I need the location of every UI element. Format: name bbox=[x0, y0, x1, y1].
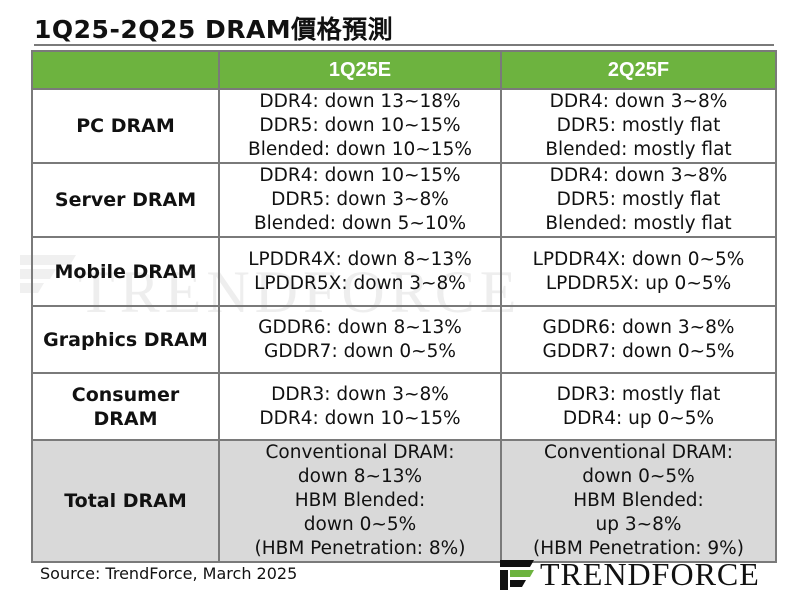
cell-2q25f: Conventional DRAM: down 0~5% HBM Blended: u… bbox=[500, 439, 777, 563]
title-divider bbox=[34, 44, 774, 46]
forecast-line: GDDR6: down 8~13% bbox=[258, 316, 462, 338]
forecast-line: down 8~13% bbox=[297, 466, 423, 487]
cell-2q25f: LPDDR4X: down 0~5% LPDDR5X: up 0~5% bbox=[500, 236, 777, 307]
forecast-line: up 3~8% bbox=[595, 514, 682, 535]
row-label: PC DRAM bbox=[31, 88, 220, 164]
row-label-line: Server DRAM bbox=[54, 189, 197, 211]
forecast-line: down 0~5% bbox=[582, 466, 695, 487]
dram-price-forecast-table: 1Q25E 2Q25F PC DRAM DDR4: down 13~18% DDR5… bbox=[31, 50, 777, 563]
forecast-line: DDR4: down 3~8% bbox=[549, 165, 728, 186]
brand-name: TRENDFORCE bbox=[540, 556, 760, 592]
forecast-line: DDR5: mostly flat bbox=[556, 115, 721, 136]
table-row: Server DRAM DDR4: down 10~15% DDR5: down 3… bbox=[31, 162, 777, 238]
cell-2q25f: GDDR6: down 3~8% GDDR7: down 0~5% bbox=[500, 305, 777, 374]
forecast-line: Blended: down 5~10% bbox=[253, 213, 467, 234]
cell-1q25e: GDDR6: down 8~13% GDDR7: down 0~5% bbox=[218, 305, 502, 374]
cell-1q25e: Conventional DRAM: down 8~13% HBM Blended:… bbox=[218, 439, 502, 563]
forecast-line: DDR4: down 10~15% bbox=[259, 165, 461, 186]
forecast-line: LPDDR5X: down 3~8% bbox=[254, 272, 466, 294]
row-label-line: Mobile DRAM bbox=[54, 260, 197, 283]
row-label-line: Total DRAM bbox=[64, 490, 187, 512]
table-row: Total DRAM Conventional DRAM: down 8~13% HB… bbox=[31, 439, 777, 563]
forecast-line: GDDR7: down 0~5% bbox=[264, 340, 456, 362]
cell-1q25e: DDR4: down 10~15% DDR5: down 3~8% Blended:… bbox=[218, 162, 502, 238]
row-label-line: Consumer bbox=[71, 383, 180, 406]
forecast-line: DDR5: down 10~15% bbox=[259, 115, 461, 136]
forecast-line: Conventional DRAM: bbox=[265, 442, 455, 463]
forecast-line: Conventional DRAM: bbox=[543, 442, 733, 463]
forecast-line: DDR4: up 0~5% bbox=[562, 407, 715, 429]
cell-2q25f: DDR3: mostly flat DDR4: up 0~5% bbox=[500, 372, 777, 441]
brand-logo: TRENDFORCE bbox=[500, 556, 760, 593]
header-1q25e: 1Q25E bbox=[218, 50, 502, 90]
forecast-line: LPDDR4X: down 8~13% bbox=[248, 248, 472, 270]
header-2q25f: 2Q25F bbox=[500, 50, 777, 90]
row-label: Total DRAM bbox=[31, 439, 220, 563]
forecast-line: LPDDR5X: up 0~5% bbox=[545, 272, 732, 294]
table-row: Mobile DRAM LPDDR4X: down 8~13% LPDDR5X: d… bbox=[31, 236, 777, 307]
cell-1q25e: DDR3: down 3~8% DDR4: down 10~15% bbox=[218, 372, 502, 441]
forecast-line: DDR4: down 10~15% bbox=[259, 407, 461, 429]
cell-2q25f: DDR4: down 3~8% DDR5: mostly flat Blended:… bbox=[500, 162, 777, 238]
forecast-line: Blended: mostly flat bbox=[545, 139, 732, 160]
row-label-line: PC DRAM bbox=[76, 115, 175, 137]
table-row: Graphics DRAM GDDR6: down 8~13% GDDR7: dow… bbox=[31, 305, 777, 374]
page-title: 1Q25-2Q25 DRAM價格預測 bbox=[34, 15, 394, 44]
header-row: 1Q25E 2Q25F bbox=[31, 50, 777, 90]
forecast-line: Blended: down 10~15% bbox=[248, 139, 472, 160]
forecast-line: Blended: mostly flat bbox=[545, 213, 732, 234]
row-label: Server DRAM bbox=[31, 162, 220, 238]
row-label-line: DRAM bbox=[93, 407, 158, 430]
forecast-line: DDR4: down 3~8% bbox=[549, 91, 728, 112]
row-label-line: Graphics DRAM bbox=[43, 328, 208, 351]
header-corner bbox=[31, 50, 220, 90]
cell-1q25e: DDR4: down 13~18% DDR5: down 10~15% Blende… bbox=[218, 88, 502, 164]
forecast-line: HBM Blended: bbox=[294, 490, 426, 511]
cell-1q25e: LPDDR4X: down 8~13% LPDDR5X: down 3~8% bbox=[218, 236, 502, 307]
forecast-line: DDR5: down 3~8% bbox=[271, 189, 449, 210]
forecast-line: (HBM Penetration: 8%) bbox=[254, 538, 466, 559]
forecast-line: down 0~5% bbox=[303, 514, 417, 535]
forecast-line: DDR3: mostly flat bbox=[556, 383, 721, 405]
trendforce-logo-icon bbox=[500, 559, 534, 590]
table-row: PC DRAM DDR4: down 13~18% DDR5: down 10~15… bbox=[31, 88, 777, 164]
source-note: Source: TrendForce, March 2025 bbox=[40, 564, 298, 583]
forecast-line: (HBM Penetration: 9%) bbox=[533, 538, 744, 559]
cell-2q25f: DDR4: down 3~8% DDR5: mostly flat Blended:… bbox=[500, 88, 777, 164]
table-row: Consumer DRAM DDR3: down 3~8% DDR4: down 10… bbox=[31, 372, 777, 441]
row-label: Graphics DRAM bbox=[31, 305, 220, 374]
forecast-line: HBM Blended: bbox=[573, 490, 704, 511]
row-label: Consumer DRAM bbox=[31, 372, 220, 441]
forecast-line: GDDR7: down 0~5% bbox=[542, 340, 735, 362]
row-label: Mobile DRAM bbox=[31, 236, 220, 307]
forecast-line: GDDR6: down 3~8% bbox=[542, 316, 735, 338]
forecast-line: DDR4: down 13~18% bbox=[259, 91, 461, 112]
forecast-line: DDR5: mostly flat bbox=[556, 189, 721, 210]
forecast-line: LPDDR4X: down 0~5% bbox=[532, 248, 745, 270]
forecast-line: DDR3: down 3~8% bbox=[271, 383, 449, 405]
